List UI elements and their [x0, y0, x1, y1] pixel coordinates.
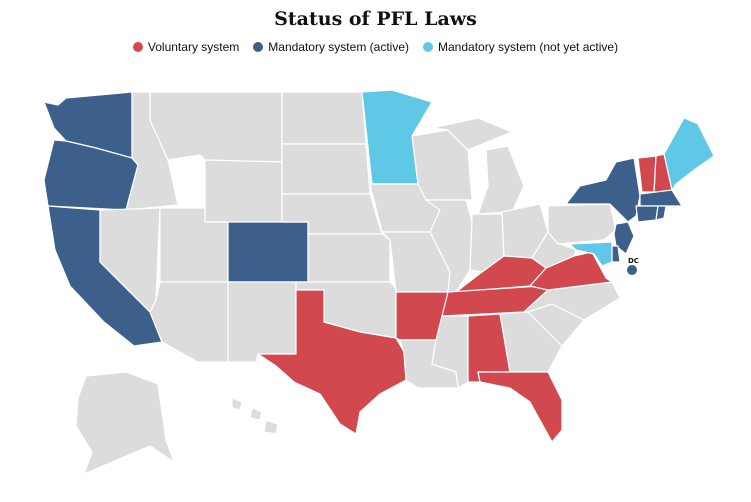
legend-swatch-voluntary — [132, 42, 143, 52]
state-pennsylvania — [547, 203, 617, 245]
legend-item-mandatory-not-yet-active: Mandatory system (not yet active) — [423, 40, 618, 54]
state-delaware — [611, 245, 621, 263]
legend: Voluntary system Mandatory system (activ… — [0, 40, 751, 54]
state-texas — [257, 289, 407, 435]
state-kansas — [307, 233, 391, 283]
state-connecticut — [635, 205, 659, 223]
state-south-dakota — [281, 143, 371, 195]
state-rhode-island — [655, 205, 667, 221]
state-maryland — [569, 241, 613, 267]
legend-item-voluntary: Voluntary system — [132, 40, 240, 54]
legend-swatch-mandatory-active — [253, 42, 264, 52]
state-georgia — [499, 311, 563, 373]
map-title: Status of PFL Laws — [274, 8, 477, 30]
dc-label: DC — [628, 257, 639, 265]
state-hawaii — [231, 397, 279, 435]
state-new-mexico — [227, 281, 297, 363]
state-alaska — [75, 371, 175, 475]
state-michigan — [477, 145, 525, 215]
legend-item-mandatory-active: Mandatory system (active) — [253, 40, 409, 54]
state-colorado — [227, 221, 309, 283]
state-montana — [149, 91, 283, 163]
state-florida — [477, 371, 563, 443]
legend-label-mandatory-not-yet-active: Mandatory system (not yet active) — [438, 40, 619, 54]
state-wyoming — [204, 159, 283, 225]
state-arizona — [149, 281, 229, 363]
state-maine — [663, 117, 715, 191]
state-michigan-upper — [431, 117, 513, 151]
state-north-dakota — [281, 91, 367, 145]
legend-swatch-mandatory-not-yet-active — [423, 42, 433, 52]
state-vermont — [637, 155, 657, 193]
state-new-jersey — [613, 221, 635, 255]
legend-label-mandatory-active: Mandatory system (active) — [268, 40, 409, 54]
state-massachusetts — [639, 189, 683, 207]
legend-label-voluntary: Voluntary system — [147, 40, 240, 54]
dc-marker — [627, 265, 637, 275]
